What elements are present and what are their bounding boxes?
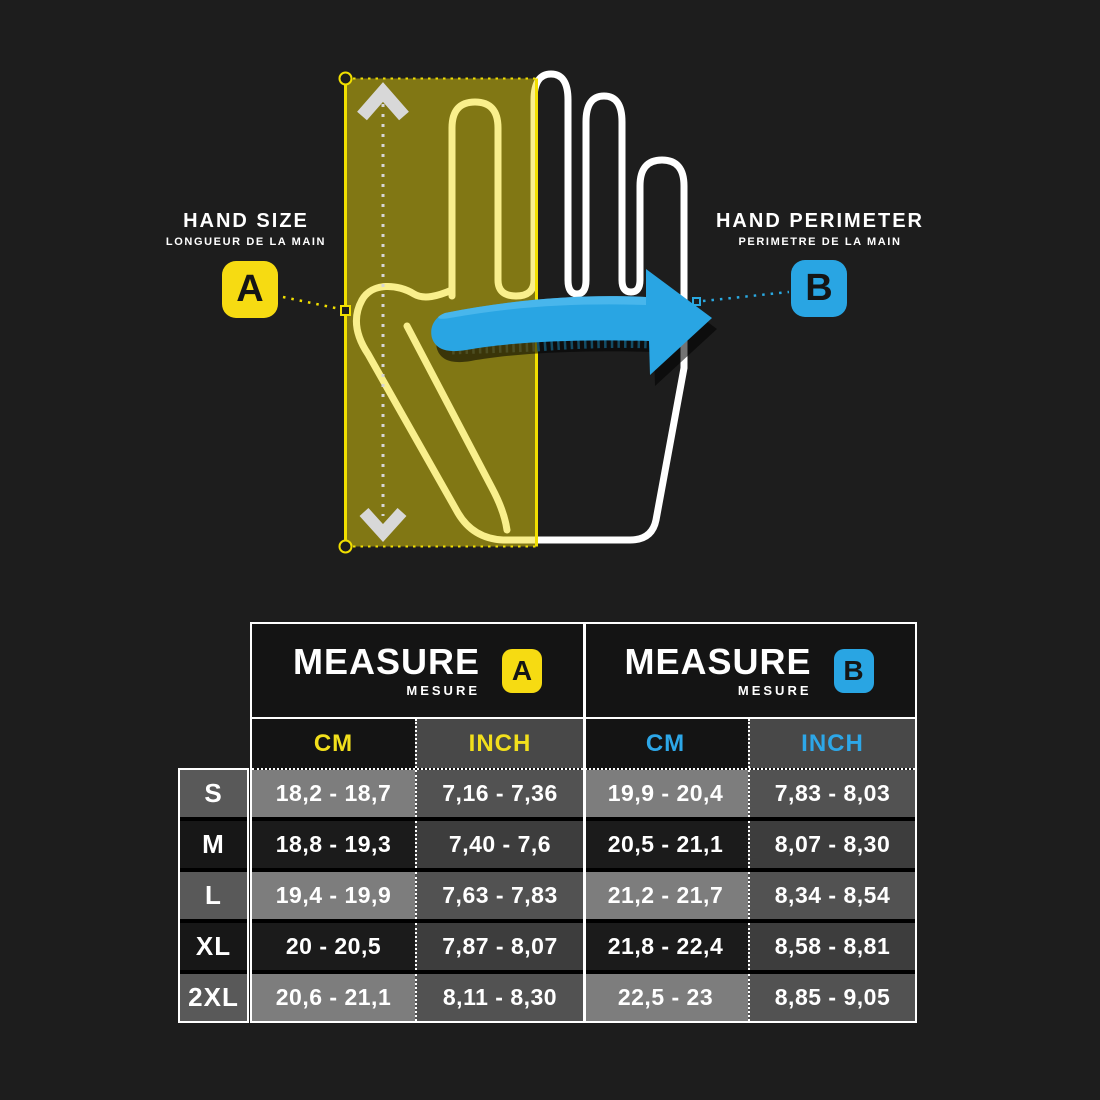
measure-header-row: MEASURE MESURE A MEASURE MESURE B <box>252 624 915 719</box>
measure-b-subtitle: MESURE <box>737 682 812 698</box>
hand-measure-illustration <box>282 70 790 554</box>
measure-b-title: MEASURE <box>624 640 812 682</box>
table-cell: 19,9 - 20,4 <box>583 770 748 817</box>
connector-a <box>282 295 341 311</box>
connector-b <box>692 290 790 306</box>
table-cell: 20 - 20,5 <box>252 923 415 970</box>
hand-perimeter-subtitle: PERIMETRE DE LA MAIN <box>738 236 902 248</box>
table-cell: 7,16 - 7,36 <box>415 770 583 817</box>
hand-size-badge-a: A <box>222 261 278 318</box>
table-body: 18,2 - 18,7 7,16 - 7,36 19,9 - 20,4 7,83… <box>252 770 915 1021</box>
measure-b-badge: B <box>833 648 874 693</box>
measure-a-title: MEASURE <box>292 640 481 682</box>
size-label: L <box>180 872 247 919</box>
measure-b-header: MEASURE MESURE B <box>583 624 915 717</box>
table-row: 18,2 - 18,7 7,16 - 7,36 19,9 - 20,4 7,83… <box>252 770 915 817</box>
table-row: 18,8 - 19,3 7,40 - 7,6 20,5 - 21,1 8,07 … <box>252 821 915 868</box>
size-label: XL <box>180 923 247 970</box>
hand-size-subtitle: LONGUEUR DE LA MAIN <box>165 236 327 248</box>
table-row: 20,6 - 21,1 8,11 - 8,30 22,5 - 23 8,85 -… <box>252 974 915 1021</box>
column-header-inch-b: INCH <box>748 719 915 768</box>
table-cell: 8,34 - 8,54 <box>748 872 915 919</box>
hand-perimeter-badge-b: B <box>791 260 847 317</box>
hand-perimeter-title: HAND PERIMETER <box>715 210 924 232</box>
hand-size-title: HAND SIZE <box>183 210 309 232</box>
table-row: 20 - 20,5 7,87 - 8,07 21,8 - 22,4 8,58 -… <box>252 923 915 970</box>
table-row: 19,4 - 19,9 7,63 - 7,83 21,2 - 21,7 8,34… <box>252 872 915 919</box>
column-header-cm-a: CM <box>252 719 415 768</box>
measure-a-header: MEASURE MESURE A <box>252 624 583 717</box>
perimeter-arrow-icon <box>431 269 717 386</box>
size-label: M <box>180 821 247 868</box>
table-cell: 7,87 - 8,07 <box>415 923 583 970</box>
size-column: S M L XL 2XL <box>178 768 249 1023</box>
column-header-cm-b: CM <box>583 719 748 768</box>
table-cell: 8,07 - 8,30 <box>748 821 915 868</box>
table-cell: 7,63 - 7,83 <box>415 872 583 919</box>
table-cell: 7,40 - 7,6 <box>415 821 583 868</box>
measure-a-badge: A <box>502 648 543 693</box>
table-cell: 21,8 - 22,4 <box>583 923 748 970</box>
table-cell: 18,2 - 18,7 <box>252 770 415 817</box>
table-cell: 7,83 - 8,03 <box>748 770 915 817</box>
size-label: 2XL <box>180 974 247 1021</box>
table-cell: 20,6 - 21,1 <box>252 974 415 1021</box>
hand-outline <box>352 70 688 544</box>
table-cell: 22,5 - 23 <box>583 974 748 1021</box>
table-cell: 8,11 - 8,30 <box>415 974 583 1021</box>
table-cell: 8,85 - 9,05 <box>748 974 915 1021</box>
table-cell: 20,5 - 21,1 <box>583 821 748 868</box>
up-chevron-icon <box>357 82 409 121</box>
size-table: MEASURE MESURE A MEASURE MESURE B CM INC… <box>250 622 917 1023</box>
table-mid-divider <box>583 624 586 1021</box>
table-cell: 8,58 - 8,81 <box>748 923 915 970</box>
down-chevron-icon <box>359 507 407 542</box>
table-cell: 18,8 - 19,3 <box>252 821 415 868</box>
table-cell: 21,2 - 21,7 <box>583 872 748 919</box>
size-label: S <box>180 770 247 817</box>
units-header-row: CM INCH CM INCH <box>252 719 915 770</box>
vertical-measure-line <box>357 82 409 542</box>
column-header-inch-a: INCH <box>415 719 583 768</box>
table-cell: 19,4 - 19,9 <box>252 872 415 919</box>
measure-a-subtitle: MESURE <box>406 682 481 698</box>
